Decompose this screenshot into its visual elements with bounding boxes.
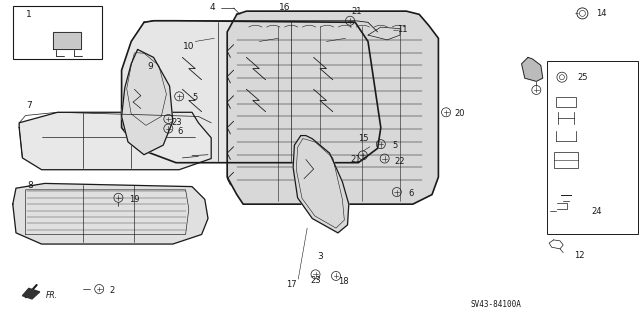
Text: 24: 24 <box>591 207 602 216</box>
Polygon shape <box>227 11 438 204</box>
Text: 13: 13 <box>531 66 541 75</box>
Text: 23: 23 <box>172 118 182 127</box>
Polygon shape <box>293 136 349 233</box>
Bar <box>556 97 576 107</box>
Text: 25: 25 <box>577 73 588 82</box>
Text: 15: 15 <box>358 134 369 143</box>
Text: 5: 5 <box>193 93 198 102</box>
Polygon shape <box>122 21 381 163</box>
Text: 9: 9 <box>148 62 153 70</box>
Text: 16: 16 <box>279 3 291 12</box>
Text: 18: 18 <box>338 277 348 286</box>
Polygon shape <box>53 32 81 49</box>
Text: 20: 20 <box>454 109 465 118</box>
Text: 12: 12 <box>575 251 585 260</box>
Polygon shape <box>13 183 208 244</box>
Text: FR.: FR. <box>46 291 58 300</box>
Text: SV43-84100A: SV43-84100A <box>470 300 521 309</box>
Text: 5: 5 <box>392 141 397 150</box>
Text: 6: 6 <box>409 189 414 198</box>
Text: 8: 8 <box>28 181 33 189</box>
Polygon shape <box>122 49 173 155</box>
Text: 3: 3 <box>317 252 323 261</box>
Text: 11: 11 <box>397 25 407 34</box>
Text: 21: 21 <box>350 155 360 164</box>
Polygon shape <box>19 112 211 170</box>
Text: 2: 2 <box>109 286 115 295</box>
Text: 6: 6 <box>178 127 183 136</box>
Bar <box>13 6 102 59</box>
Text: 19: 19 <box>129 195 140 204</box>
Text: 23: 23 <box>311 276 321 285</box>
Text: 1: 1 <box>26 10 31 19</box>
Polygon shape <box>22 288 40 299</box>
Bar <box>554 152 578 167</box>
Bar <box>547 61 638 234</box>
Text: 4: 4 <box>210 4 215 12</box>
Text: 17: 17 <box>287 280 297 289</box>
Polygon shape <box>522 57 543 81</box>
Text: 14: 14 <box>596 9 607 18</box>
Text: 7: 7 <box>26 101 31 110</box>
Text: 10: 10 <box>183 42 195 51</box>
Text: 22: 22 <box>395 157 405 166</box>
Text: 21: 21 <box>352 7 362 16</box>
